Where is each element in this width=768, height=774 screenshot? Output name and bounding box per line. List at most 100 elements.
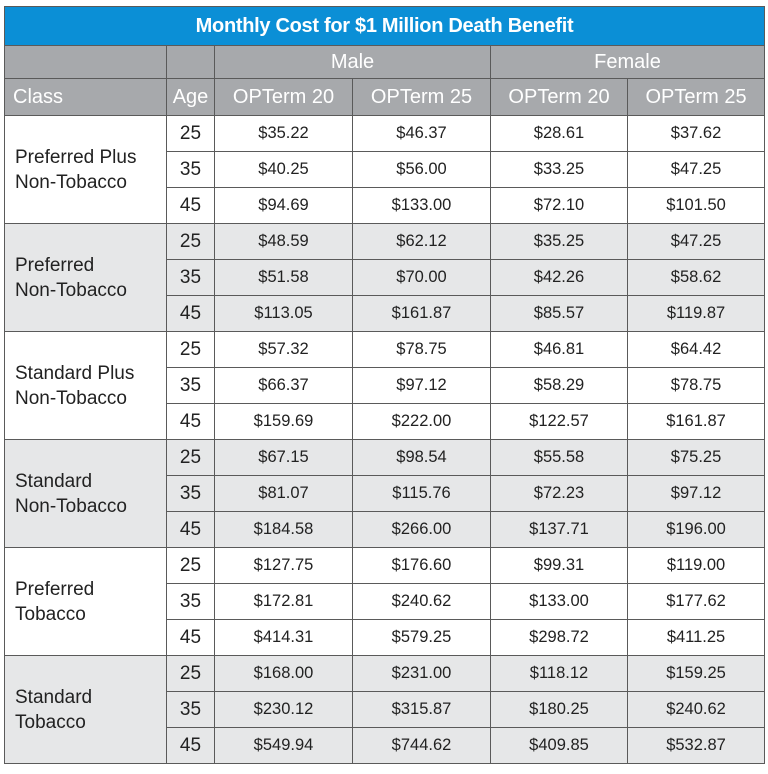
- price-cell: $72.23: [490, 475, 628, 512]
- header-female: Female: [489, 45, 766, 79]
- class-cell: Standard Plus Non-Tobacco: [4, 331, 167, 440]
- price-cell: $115.76: [352, 475, 491, 512]
- age-cell: 35: [166, 691, 215, 728]
- price-cell: $75.25: [626, 439, 766, 476]
- table-row: 45 $113.05 $161.87 $85.57 $119.87: [5, 295, 766, 332]
- price-cell: $159.69: [214, 403, 353, 440]
- age-cell: 35: [166, 259, 215, 296]
- price-cell: $161.87: [352, 295, 491, 332]
- age-cell: 45: [166, 727, 215, 764]
- price-cell: $222.00: [352, 403, 491, 440]
- age-cell: 25: [166, 223, 215, 260]
- class-label-line: Non-Tobacco: [15, 279, 127, 301]
- price-cell: $48.59: [214, 223, 353, 260]
- price-cell: $133.00: [352, 187, 491, 224]
- class-label-line: Tobacco: [15, 603, 86, 625]
- price-cell: $97.12: [626, 475, 766, 512]
- price-cell: $414.31: [214, 619, 353, 656]
- price-cell: $97.12: [352, 367, 491, 404]
- class-label-line: Tobacco: [15, 711, 86, 733]
- header-male-opterm20: OPTerm 20: [214, 78, 353, 116]
- table-row: 45 $159.69 $222.00 $122.57 $161.87: [5, 403, 766, 440]
- age-cell: 25: [166, 331, 215, 368]
- class-label-line: Standard Plus: [15, 362, 135, 384]
- price-cell: $101.50: [626, 187, 766, 224]
- price-cell: $409.85: [490, 727, 628, 764]
- price-cell: $28.61: [490, 115, 628, 152]
- header-row-columns: Class Age OPTerm 20 OPTerm 25 OPTerm 20 …: [4, 78, 766, 116]
- class-label-line: Preferred: [15, 254, 95, 276]
- price-cell: $298.72: [490, 619, 628, 656]
- price-cell: $72.10: [490, 187, 628, 224]
- header-male-opterm25: OPTerm 25: [352, 78, 491, 116]
- price-cell: $176.60: [352, 547, 491, 584]
- price-cell: $66.37: [214, 367, 353, 404]
- table-row: 45 $414.31 $579.25 $298.72 $411.25: [5, 619, 766, 656]
- price-cell: $579.25: [352, 619, 491, 656]
- price-cell: $33.25: [490, 151, 628, 188]
- price-cell: $240.62: [352, 583, 491, 620]
- price-cell: $168.00: [214, 655, 353, 692]
- price-cell: $119.87: [626, 295, 766, 332]
- price-cell: $35.22: [214, 115, 353, 152]
- age-cell: 45: [166, 511, 215, 548]
- price-cell: $40.25: [214, 151, 353, 188]
- age-cell: 35: [166, 475, 215, 512]
- price-cell: $118.12: [490, 655, 628, 692]
- table-row: 45 $94.69 $133.00 $72.10 $101.50: [5, 187, 766, 224]
- class-cell: Standard Tobacco: [4, 655, 167, 764]
- price-cell: $55.58: [490, 439, 628, 476]
- table-row: Standard Plus Non-Tobacco 25 $57.32 $78.75 $4…: [4, 331, 766, 440]
- table-row: Standard Tobacco 25 $168.00 $231.00 $118.12 $1…: [4, 655, 766, 764]
- price-cell: $137.71: [490, 511, 628, 548]
- price-cell: $161.87: [626, 403, 766, 440]
- price-cell: $56.00: [352, 151, 491, 188]
- price-cell: $230.12: [214, 691, 353, 728]
- table-row: Preferred Tobacco 25 $127.75 $176.60 $99.31 $1…: [4, 547, 766, 656]
- price-cell: $180.25: [490, 691, 628, 728]
- price-cell: $119.00: [626, 547, 766, 584]
- price-cell: $127.75: [214, 547, 353, 584]
- age-cell: 45: [166, 295, 215, 332]
- age-cell: 25: [166, 547, 215, 584]
- age-cell: 35: [166, 583, 215, 620]
- price-cell: $549.94: [214, 727, 353, 764]
- age-cell: 25: [166, 115, 215, 152]
- header-blank-class: [4, 45, 167, 79]
- header-class: Class: [4, 78, 167, 116]
- header-age: Age: [166, 78, 215, 116]
- price-cell: $64.42: [626, 331, 766, 368]
- age-cell: 25: [166, 439, 215, 476]
- price-cell: $85.57: [490, 295, 628, 332]
- table-row: 35 $230.12 $315.87 $180.25 $240.62: [5, 691, 766, 728]
- age-cell: 25: [166, 655, 215, 692]
- table-row: 35 $81.07 $115.76 $72.23 $97.12: [5, 475, 766, 512]
- age-cell: 35: [166, 367, 215, 404]
- price-cell: $37.62: [626, 115, 766, 152]
- price-cell: $78.75: [352, 331, 491, 368]
- price-cell: $51.58: [214, 259, 353, 296]
- price-cell: $113.05: [214, 295, 353, 332]
- price-cell: $315.87: [352, 691, 491, 728]
- age-cell: 45: [166, 619, 215, 656]
- price-cell: $67.15: [214, 439, 353, 476]
- price-cell: $532.87: [626, 727, 766, 764]
- header-male: Male: [214, 45, 491, 79]
- table-row: Standard Non-Tobacco 25 $67.15 $98.54 $55.58 $…: [4, 439, 766, 548]
- price-cell: $184.58: [214, 511, 353, 548]
- price-cell: $240.62: [626, 691, 766, 728]
- price-cell: $411.25: [626, 619, 766, 656]
- table-row: 35 $40.25 $56.00 $33.25 $47.25: [5, 151, 766, 188]
- class-label-line: Standard: [15, 686, 93, 708]
- price-cell: $78.75: [626, 367, 766, 404]
- rate-table: Monthly Cost for $1 Million Death Benefi…: [3, 6, 766, 764]
- price-cell: $42.26: [490, 259, 628, 296]
- price-cell: $81.07: [214, 475, 353, 512]
- price-cell: $159.25: [626, 655, 766, 692]
- price-cell: $70.00: [352, 259, 491, 296]
- age-cell: 35: [166, 151, 215, 188]
- class-label-line: Preferred Plus: [15, 146, 137, 168]
- header-row-gender: Male Female: [4, 45, 766, 79]
- header-female-opterm25: OPTerm 25: [626, 78, 766, 116]
- table-row: 45 $549.94 $744.62 $409.85 $532.87: [5, 727, 766, 764]
